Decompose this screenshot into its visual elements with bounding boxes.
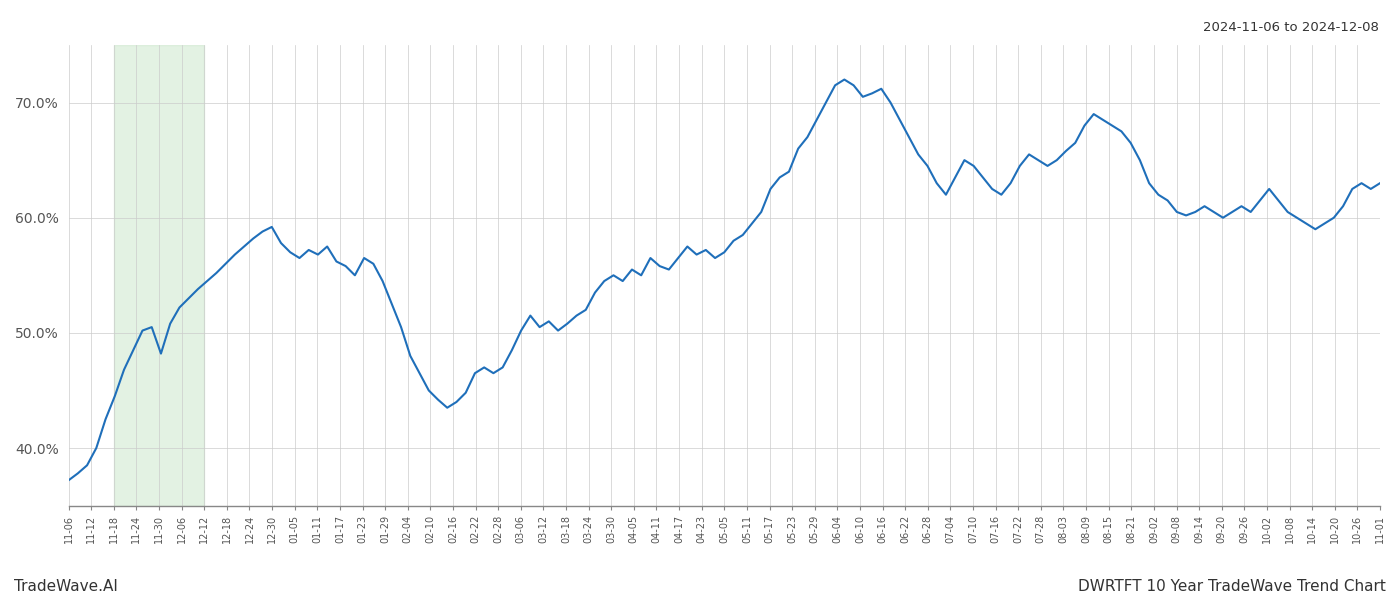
Bar <box>113 45 204 506</box>
Text: 2024-11-06 to 2024-12-08: 2024-11-06 to 2024-12-08 <box>1203 21 1379 34</box>
Text: TradeWave.AI: TradeWave.AI <box>14 579 118 594</box>
Text: DWRTFT 10 Year TradeWave Trend Chart: DWRTFT 10 Year TradeWave Trend Chart <box>1078 579 1386 594</box>
